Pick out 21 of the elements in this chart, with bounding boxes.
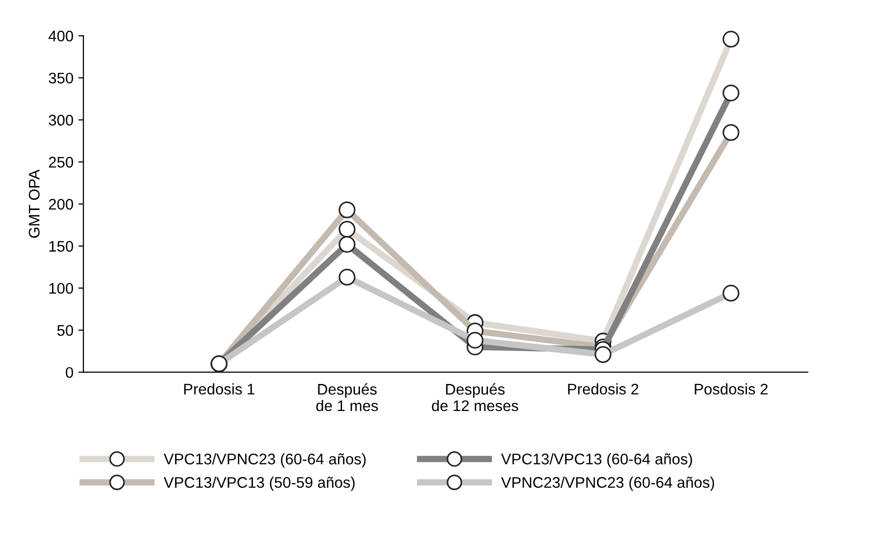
y-tick-label: 150	[49, 240, 74, 252]
y-tick-label: 350	[48, 72, 74, 84]
y-tick-label: 400	[48, 30, 74, 42]
y-tick-label: 100	[49, 282, 74, 294]
legend-label: VPC13/VPC13 (60-64 años)	[501, 453, 692, 468]
x-tick-label: Predosis 2	[568, 383, 638, 395]
y-tick-label: 0	[66, 367, 74, 378]
x-tick-label: Posdosis 2	[694, 383, 768, 395]
y-axis-title: GMT OPA	[28, 169, 40, 238]
x-tick-label: Después de 12 meses	[432, 383, 518, 412]
legend-label: VPNC23/VPNC23 (60-64 años)	[501, 476, 714, 491]
legend-label: VPC13/VPNC23 (60-64 años)	[164, 453, 366, 468]
y-tick-label: 300	[48, 114, 74, 126]
y-tick-label: 200	[48, 198, 74, 210]
point	[722, 30, 740, 48]
x-tick-label: Después de 1 mes	[316, 383, 378, 412]
x-tick-label: Predosis 1	[184, 383, 254, 395]
point	[338, 220, 356, 238]
legend-label: VPC13/VPC13 (50-59 años)	[164, 476, 355, 491]
y-tick-label: 50	[57, 325, 74, 336]
y-tick-label: 250	[48, 156, 74, 168]
